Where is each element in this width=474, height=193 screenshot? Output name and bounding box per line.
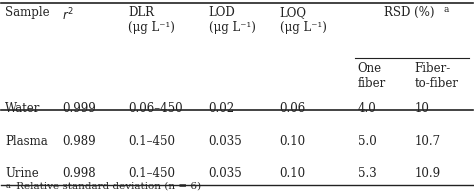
Text: Relative standard deviation (n = 6): Relative standard deviation (n = 6) (12, 181, 201, 190)
Text: 0.1–450: 0.1–450 (128, 135, 175, 148)
Text: 0.02: 0.02 (209, 102, 235, 115)
Text: 0.035: 0.035 (209, 167, 242, 180)
Text: 0.999: 0.999 (62, 102, 96, 115)
Text: 5.0: 5.0 (357, 135, 376, 148)
Text: LOQ
(μg L⁻¹): LOQ (μg L⁻¹) (280, 6, 327, 34)
Text: a: a (5, 182, 10, 190)
Text: 5.3: 5.3 (357, 167, 376, 180)
Text: $r^{2}$: $r^{2}$ (62, 6, 74, 23)
Text: a: a (444, 4, 449, 14)
Text: 10: 10 (414, 102, 429, 115)
Text: DLR
(μg L⁻¹): DLR (μg L⁻¹) (128, 6, 175, 34)
Text: 0.10: 0.10 (280, 135, 306, 148)
Text: 10.7: 10.7 (414, 135, 440, 148)
Text: Urine: Urine (5, 167, 39, 180)
Text: Water: Water (5, 102, 41, 115)
Text: 4.0: 4.0 (357, 102, 376, 115)
Text: 10.9: 10.9 (414, 167, 440, 180)
Text: 0.10: 0.10 (280, 167, 306, 180)
Text: Sample: Sample (5, 6, 50, 19)
Text: 0.1–450: 0.1–450 (128, 167, 175, 180)
Text: 0.06: 0.06 (280, 102, 306, 115)
Text: Plasma: Plasma (5, 135, 48, 148)
Text: One
fiber: One fiber (357, 62, 386, 90)
Text: 0.989: 0.989 (62, 135, 96, 148)
Text: 0.035: 0.035 (209, 135, 242, 148)
Text: 0.998: 0.998 (62, 167, 96, 180)
Text: RSD (%): RSD (%) (384, 6, 435, 19)
Text: LOD
(μg L⁻¹): LOD (μg L⁻¹) (209, 6, 255, 34)
Text: Fiber-
to-fiber: Fiber- to-fiber (414, 62, 458, 90)
Text: 0.06–450: 0.06–450 (128, 102, 183, 115)
